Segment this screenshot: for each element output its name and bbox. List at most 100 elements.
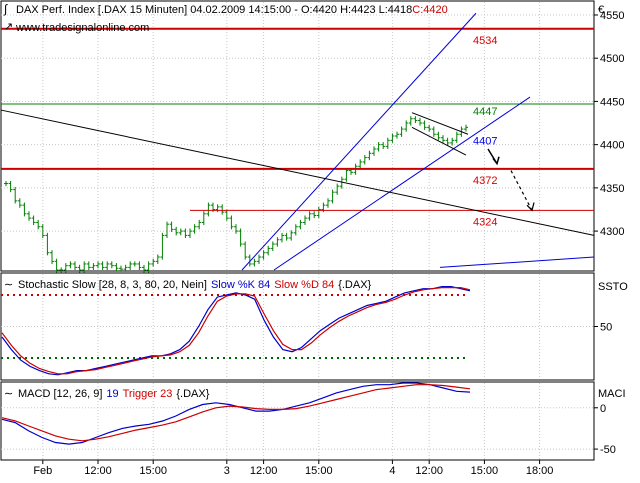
downtrend-line xyxy=(0,109,595,236)
stoch-axis-label: SSTO xyxy=(598,281,628,293)
price-bar xyxy=(445,137,450,146)
price-bar xyxy=(270,241,275,251)
price-bar xyxy=(206,202,211,217)
macd-series-trigger xyxy=(1,384,471,442)
flag-upper-line xyxy=(411,112,469,135)
price-bar xyxy=(128,261,133,270)
stoch-d-label: Slow %D 84 xyxy=(274,279,334,291)
price-bar xyxy=(22,202,27,217)
macd-trigger-label: Trigger 23 xyxy=(123,388,173,400)
price-bar xyxy=(335,183,340,195)
price-bar xyxy=(436,131,441,141)
price-bar xyxy=(142,264,146,273)
price-bar xyxy=(330,189,335,204)
price-bar xyxy=(243,241,248,260)
macd-y-tick-label: 0 xyxy=(600,403,606,415)
price-bar xyxy=(50,250,54,264)
macd-title: MACD [12, 26, 9] xyxy=(18,388,102,400)
macd-y-tick-label: -50 xyxy=(600,444,616,456)
price-bar xyxy=(395,131,399,139)
stoch-layer xyxy=(1,286,471,376)
price-bar xyxy=(344,167,349,182)
y-tick-label: 4450 xyxy=(600,96,624,108)
price-bar xyxy=(280,232,284,243)
price-bar xyxy=(413,116,418,124)
price-bar xyxy=(45,232,50,256)
price-bar xyxy=(59,267,64,273)
price-bar xyxy=(77,264,82,273)
header-info: DAX Perf. Index [.DAX 15 Minuten] 04.02.… xyxy=(16,4,412,16)
price-bar xyxy=(422,120,427,130)
channel-upper-line xyxy=(241,12,477,271)
price-bar xyxy=(257,254,261,264)
price-bar xyxy=(399,126,404,137)
x-tick-label: 4 xyxy=(389,465,395,477)
macd-title-row: MACD [12, 26, 9] 19 Trigger 23 {.DAX} xyxy=(18,388,210,400)
price-bar xyxy=(8,180,13,193)
price-bar xyxy=(312,211,317,219)
header-close: C:4420 xyxy=(412,4,447,16)
support-minor-label: 4324 xyxy=(473,216,497,228)
price-bar xyxy=(367,150,372,161)
stoch-y-tick-label: 50 xyxy=(600,322,612,334)
x-tick-label: 15:00 xyxy=(305,465,333,477)
axis-layer: Feb 12:00 15:00 3 12:00 15:00 4 12:00 15:00 18:00… xyxy=(33,10,624,477)
source-label: www.tradesignalonline.com xyxy=(15,22,149,34)
price-bar xyxy=(381,142,386,149)
x-tick-label: 12:00 xyxy=(250,465,278,477)
price-bar xyxy=(86,261,91,270)
price-bar xyxy=(146,261,151,273)
price-bar xyxy=(13,187,18,204)
price-bar xyxy=(36,219,41,230)
price-bar xyxy=(17,198,22,208)
price-bar xyxy=(275,237,280,247)
price-bar xyxy=(91,263,96,270)
price-bar xyxy=(372,146,376,156)
price-bar xyxy=(155,254,160,264)
source-icon: ↗ xyxy=(4,21,13,33)
stoch-series-k xyxy=(1,286,471,376)
price-bar xyxy=(404,120,409,132)
price-bar xyxy=(165,221,169,239)
price-bar xyxy=(54,258,59,273)
price-bar xyxy=(441,135,445,143)
y-tick-label: 4500 xyxy=(600,53,624,65)
price-bar xyxy=(431,126,436,137)
price-bar xyxy=(464,124,468,132)
stoch-title: Stochastic Slow [28, 8, 3, 80, 20, Nein] xyxy=(18,279,207,291)
price-bar xyxy=(73,261,77,270)
price-bar xyxy=(119,265,123,272)
lower-trend-line xyxy=(439,256,595,268)
price-bar xyxy=(266,245,271,256)
price-bar xyxy=(68,261,73,269)
price-bar xyxy=(4,180,8,187)
header-title: DAX Perf. Index [.DAX 15 Minuten] 04.02.… xyxy=(16,4,448,16)
price-bar xyxy=(408,116,413,126)
y-tick-label: 4350 xyxy=(600,183,624,195)
y-tick-label: 4400 xyxy=(600,140,624,152)
macd-axis-label: MACI xyxy=(598,388,626,400)
price-bar xyxy=(326,198,330,208)
x-tick-label: 12:00 xyxy=(84,465,112,477)
price-bar xyxy=(298,219,303,230)
x-tick-label: 15:00 xyxy=(471,465,499,477)
price-bar xyxy=(40,224,45,239)
price-bar xyxy=(418,117,422,126)
price-bar xyxy=(358,159,363,169)
price-bar xyxy=(63,263,68,273)
resistance-minor-label: 4447 xyxy=(473,106,497,118)
x-tick-label: 15:00 xyxy=(139,465,167,477)
price-bar xyxy=(188,228,192,239)
arrow-head-1 xyxy=(492,156,500,166)
price-bar xyxy=(307,211,312,221)
price-bar xyxy=(109,261,114,269)
price-bar xyxy=(132,261,137,267)
price-bar xyxy=(27,211,31,221)
price-axis-unit: € xyxy=(598,4,604,16)
price-bar xyxy=(339,176,344,189)
flag-lower-line xyxy=(411,126,467,156)
channel-lower-line xyxy=(273,96,531,271)
price-bar xyxy=(174,226,179,236)
macd-icon: ∼ xyxy=(4,388,13,400)
